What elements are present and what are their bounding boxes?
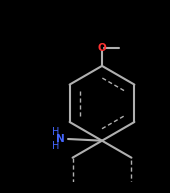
Text: H: H bbox=[52, 141, 60, 151]
Text: O: O bbox=[98, 43, 106, 53]
Text: N: N bbox=[56, 134, 65, 144]
Text: H: H bbox=[52, 127, 60, 137]
